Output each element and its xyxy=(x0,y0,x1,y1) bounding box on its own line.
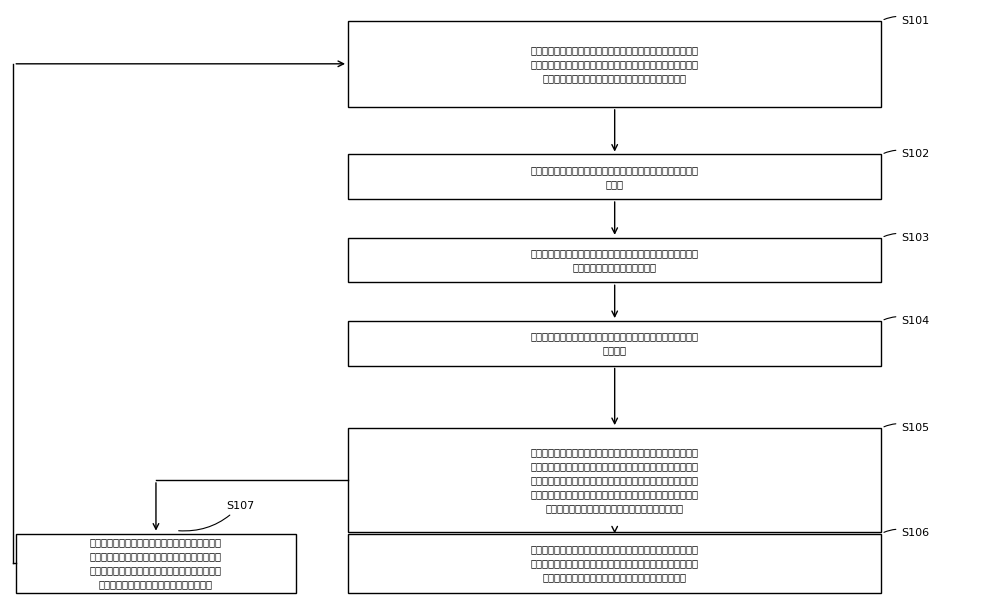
FancyBboxPatch shape xyxy=(348,238,881,282)
Text: S106: S106 xyxy=(884,529,930,538)
FancyBboxPatch shape xyxy=(348,428,881,532)
Text: 对导热微分方程、蒸发换热模型和冷凝换热模型进行耦合，得到
耦合方程: 对导热微分方程、蒸发换热模型和冷凝换热模型进行耦合，得到 耦合方程 xyxy=(531,331,699,355)
Text: 结合用户输入的工况参数，利用导热微分方程、蒸发换热模型、
冷凝换热模型、耦合方程以及空气对流换热方程，模拟采用制冷
剂蒸发为电池组降温以及制冷剂冷凝为电池组加热: 结合用户输入的工况参数，利用导热微分方程、蒸发换热模型、 冷凝换热模型、耦合方程… xyxy=(531,447,699,513)
Text: 在电池组降温过程中的参考出口过热度和电池组最大温差，以及
电池加热过程中的参考出口过冷度和电池组最大温差均满足电池
传热设计需求的情况下，输出电池传热装置的几何: 在电池组降温过程中的参考出口过热度和电池组最大温差，以及 电池加热过程中的参考出… xyxy=(531,544,699,582)
Text: S103: S103 xyxy=(884,233,930,243)
FancyBboxPatch shape xyxy=(348,321,881,365)
FancyBboxPatch shape xyxy=(16,533,296,593)
Text: S105: S105 xyxy=(884,423,930,433)
Text: S104: S104 xyxy=(884,316,930,326)
Text: 根据电池传热装置的几何模型和几何建模参数构建电池传热装置
的蒸发换热模型和冷凝换热模型: 根据电池传热装置的几何模型和几何建模参数构建电池传热装置 的蒸发换热模型和冷凝换… xyxy=(531,248,699,272)
FancyBboxPatch shape xyxy=(348,533,881,593)
FancyBboxPatch shape xyxy=(348,21,881,107)
FancyBboxPatch shape xyxy=(348,154,881,199)
Text: 在电池组降温过程中的参考出口过热度和电池组最
大温差，或者，电池加热过程中的所述参考出口过
冷度和电池组最大温差不满足电池传热设计需求的
情况下，获取用户再次输: 在电池组降温过程中的参考出口过热度和电池组最 大温差，或者，电池加热过程中的所述… xyxy=(90,537,222,589)
Text: S102: S102 xyxy=(884,150,930,160)
Text: 根据电池组的导热参数和电池组的几何模型建立电池组的导热微
分方程: 根据电池组的导热参数和电池组的几何模型建立电池组的导热微 分方程 xyxy=(531,165,699,189)
Text: S107: S107 xyxy=(179,501,254,531)
Text: 根据用户输入的几何建模参数对电池传热装置和电池组进行整体
建模，得到电池传热装置和电池组的整体几何模型，整体几何模
型包括：电池组的几何模型和电池传热装置的几何: 根据用户输入的几何建模参数对电池传热装置和电池组进行整体 建模，得到电池传热装置… xyxy=(531,45,699,83)
Text: S101: S101 xyxy=(884,16,930,26)
